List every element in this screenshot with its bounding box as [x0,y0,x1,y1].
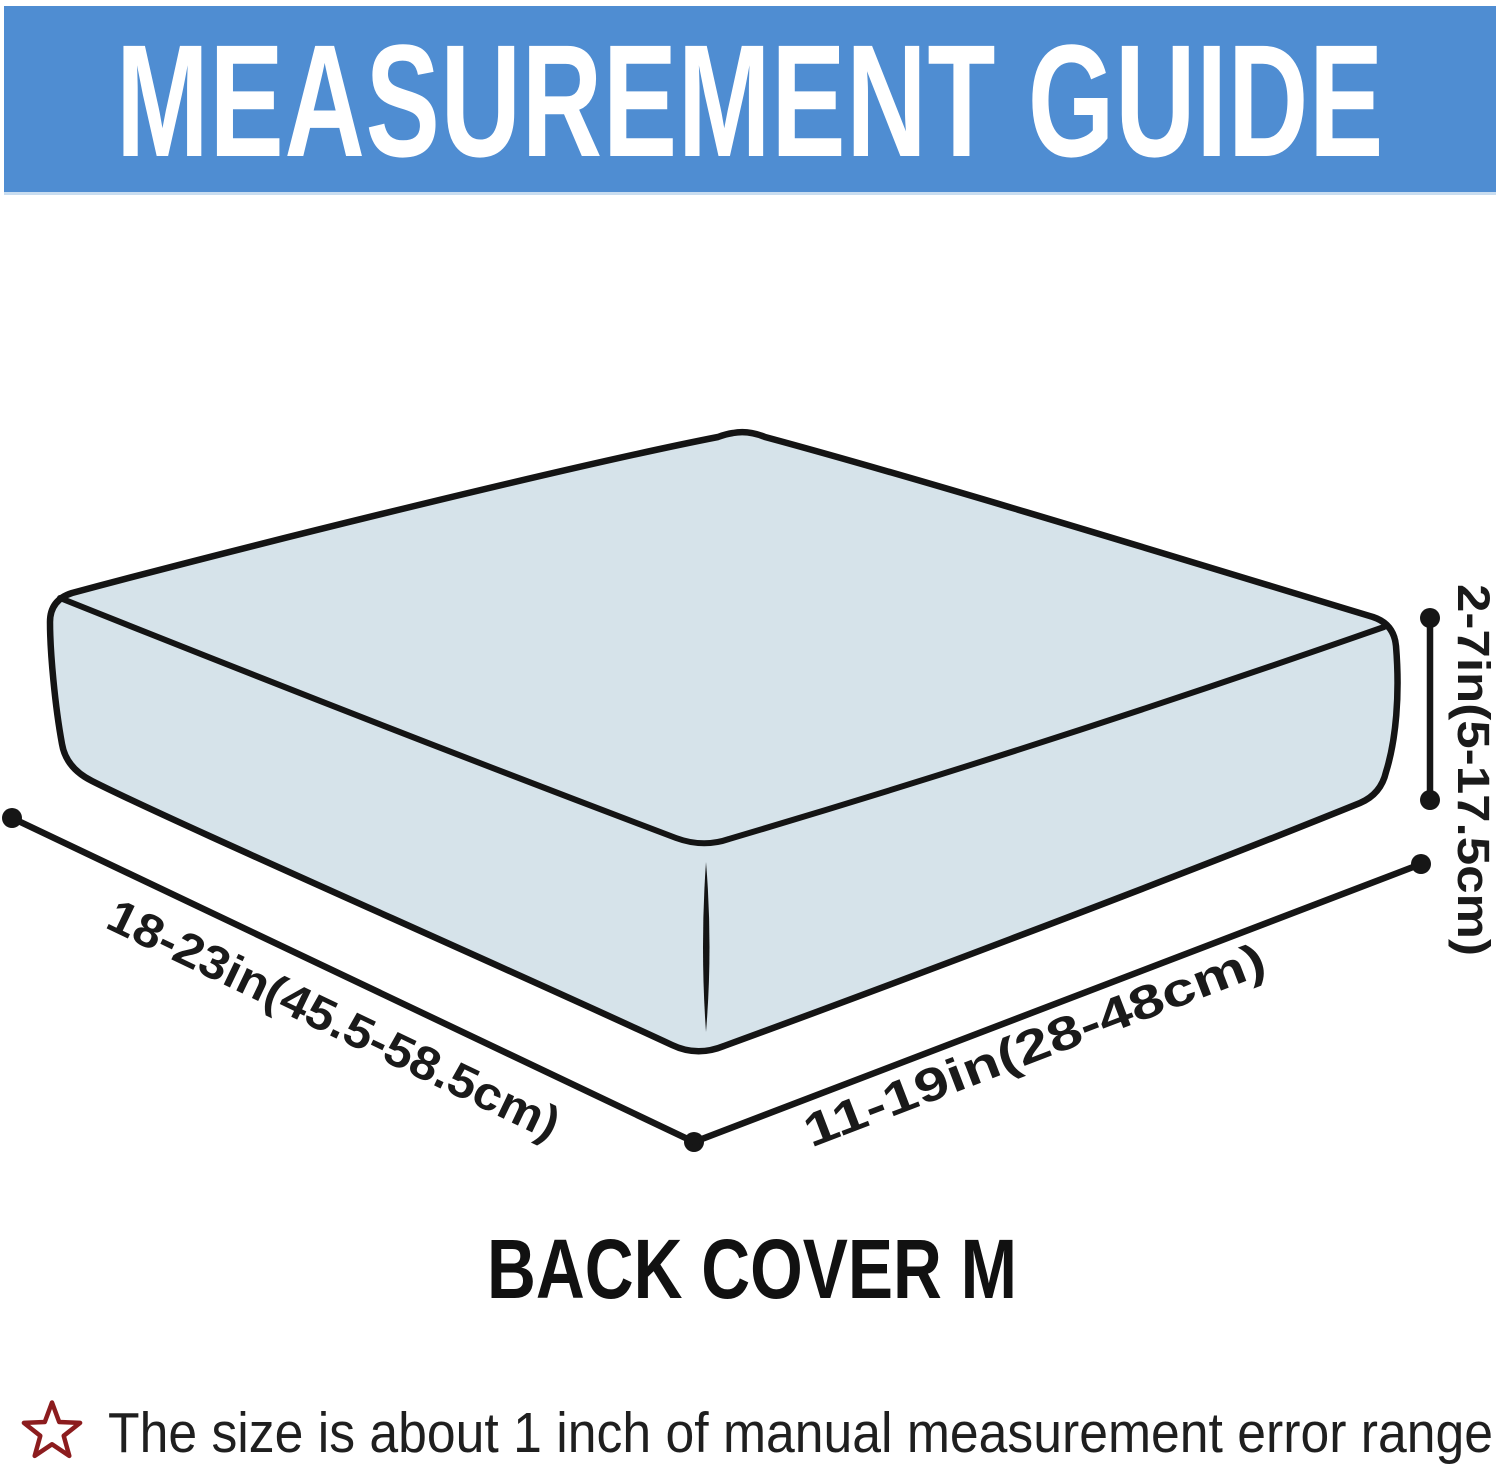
banner-background [4,6,1496,192]
height-dimension-label: 2-7in(5-17.5cm) [1448,584,1499,956]
product-label: BACK COVER M [487,1222,1017,1316]
height-dimension-endpoint-top [1420,608,1440,628]
depth-dimension-line [690,860,1425,1146]
cushion-top-edge-seam [57,595,1387,847]
height-dimension: 2-7in(5-17.5cm) [1420,584,1499,956]
cushion-illustration [46,428,1401,1055]
footnote: The size is about 1 inch of manual measu… [21,1400,1493,1465]
measurement-guide-banner: MEASUREMENT GUIDE [4,6,1496,195]
height-dimension-endpoint-bottom [1420,790,1440,810]
footnote-text: The size is about 1 inch of manual measu… [108,1401,1493,1465]
cushion-body [46,428,1401,1055]
page-title: MEASUREMENT GUIDE [116,11,1384,190]
width-dimension-endpoint-top [2,808,22,828]
star-outline-icon [21,1400,83,1459]
width-dimension-line [8,814,698,1146]
banner-bottom-accent [4,192,1496,195]
cushion-front-seam [703,862,710,1032]
depth-dimension-endpoint-top [1411,854,1431,874]
